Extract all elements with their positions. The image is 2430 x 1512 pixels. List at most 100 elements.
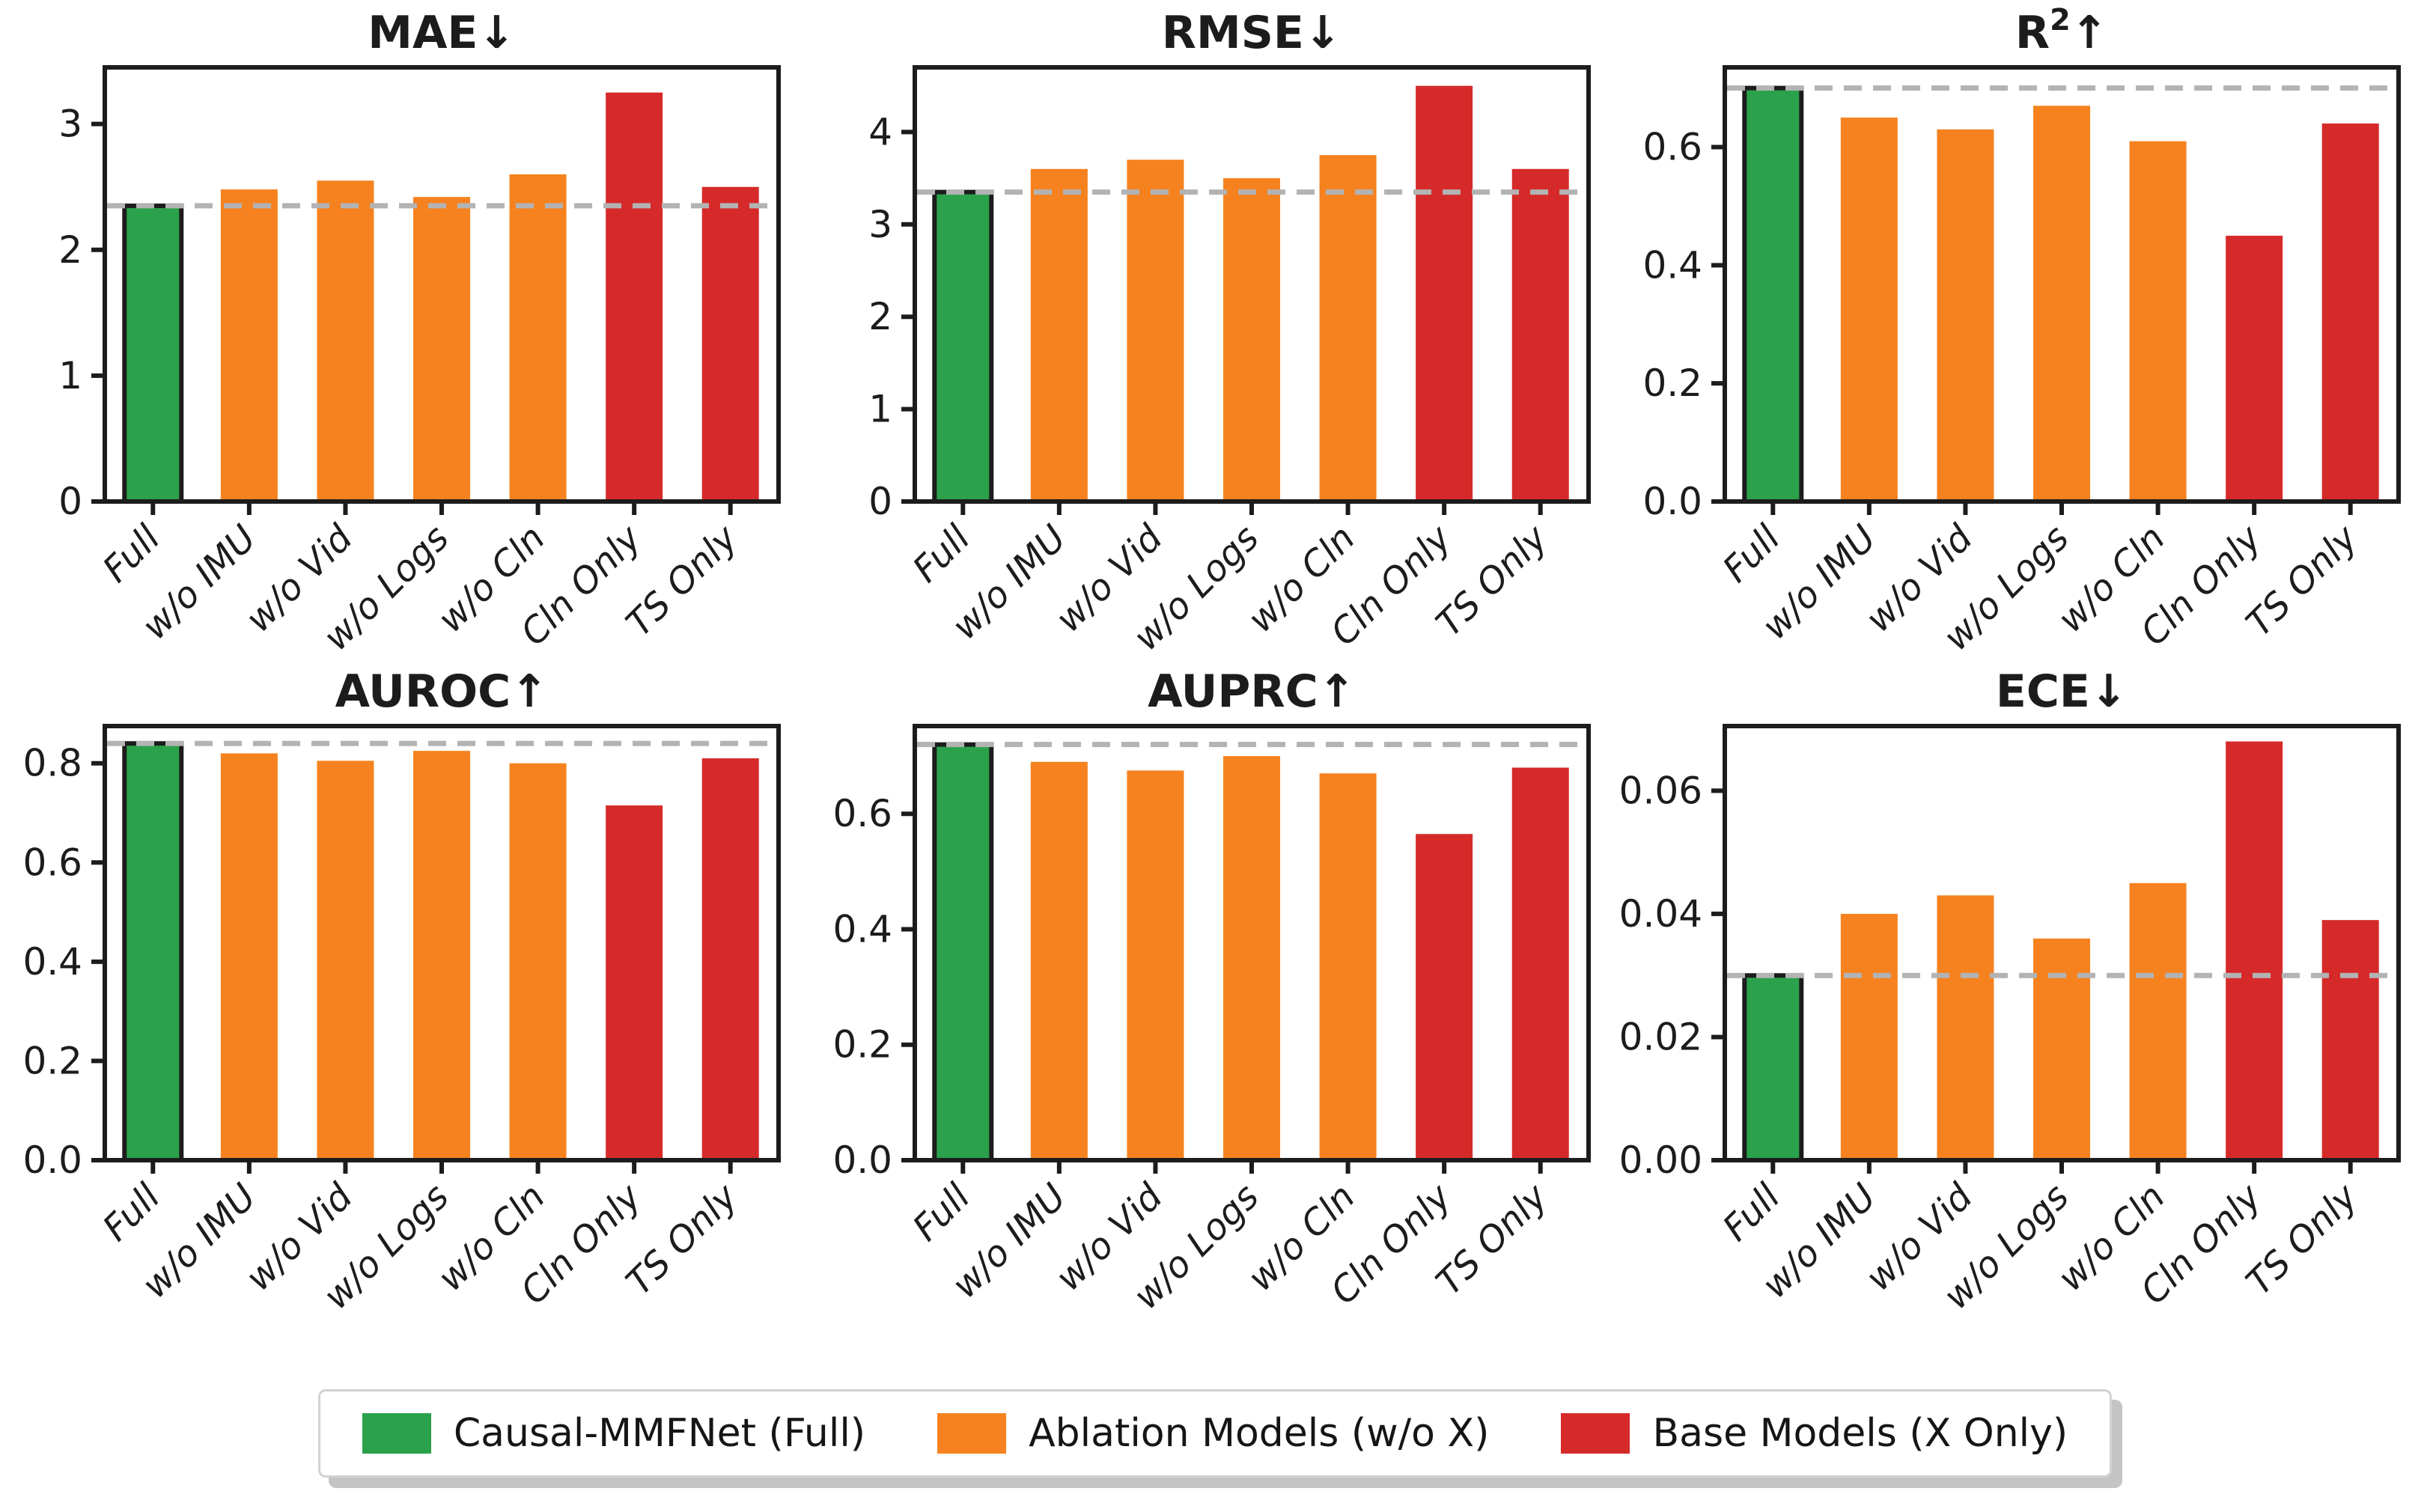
y-tick-label: 0.2	[1642, 362, 1702, 405]
legend-swatch-green	[362, 1413, 431, 1454]
bar-ts-only	[701, 186, 759, 502]
bar-w-o-logs	[1223, 756, 1280, 1160]
bar-cln-only	[606, 92, 663, 502]
bar-cln-only	[1416, 834, 1473, 1160]
bar-ts-only	[1511, 767, 1569, 1160]
bar-w-o-logs	[2033, 106, 2090, 502]
bar-w-o-cln	[2129, 141, 2187, 502]
bar-w-o-cln	[1319, 155, 1377, 502]
bar-w-o-cln	[509, 174, 567, 502]
bar-ts-only	[701, 758, 759, 1160]
bar-w-o-imu	[1030, 168, 1088, 502]
legend-label: Ablation Models (w/o X)	[1029, 1411, 1490, 1456]
bar-cln-only	[2226, 741, 2283, 1160]
x-tick-label: Full	[1715, 1175, 1789, 1249]
y-tick-label: 0.8	[22, 742, 82, 785]
bar-full	[1742, 973, 1804, 1163]
chart-mae: MAE↓ 0 1 2 3 Full w/o IMU w/o Vid w/o Logs w/o Cl…	[0, 0, 810, 659]
bar-cln-only	[2226, 235, 2283, 502]
bar-ts-only	[2321, 123, 2379, 502]
bar-w-o-vid	[317, 180, 374, 502]
bar-full	[122, 741, 184, 1162]
y-tick-label: 2	[868, 295, 892, 338]
y-tick-label: 0.00	[1620, 1138, 1702, 1182]
y-tick-label: 0	[58, 480, 82, 523]
x-tick-label: Full	[1715, 516, 1789, 591]
chart-title: R2↑	[2015, 3, 2108, 59]
bar-full	[932, 189, 994, 504]
y-tick-label: 0.06	[1620, 769, 1702, 812]
y-tick-label: 0.02	[1620, 1015, 1702, 1058]
y-tick-label: 2	[58, 228, 82, 272]
bar-w-o-cln	[509, 763, 567, 1160]
chart-title: ECE↓	[1996, 665, 2128, 718]
x-tick-label: Full	[95, 1175, 169, 1249]
y-tick-label: 1	[868, 388, 892, 431]
y-tick-label: 0	[868, 480, 892, 523]
y-tick-label: 0.2	[22, 1039, 82, 1082]
y-tick-label: 0.6	[1642, 126, 1702, 169]
y-tick-label: 0.4	[1642, 243, 1702, 287]
bar-w-o-imu	[1840, 913, 1898, 1160]
chart-auprc: AUPRC↑ 0.0 0.2 0.4 0.6 Full w/o IMU w/o Vid w/o …	[810, 659, 1620, 1317]
bar-w-o-imu	[220, 753, 278, 1160]
chart-r2: R2↑ 0.0 0.2 0.4 0.6 Full w/o IMU w/o Vid w/o Log…	[1620, 0, 2430, 659]
bar-w-o-imu	[1840, 118, 1898, 502]
bar-w-o-imu	[220, 189, 278, 502]
bar-w-o-logs	[413, 197, 470, 502]
y-tick-label: 0.4	[22, 940, 82, 984]
bar-ts-only	[2321, 920, 2379, 1160]
bar-ts-only	[1511, 168, 1569, 502]
y-tick-label: 1	[58, 354, 82, 397]
bar-w-o-vid	[1937, 895, 1994, 1160]
chart-auroc: AUROC↑ 0.0 0.2 0.4 0.6 0.8 Full w/o IMU w/o Vid w…	[0, 659, 810, 1317]
bar-w-o-vid	[1937, 129, 1994, 502]
bar-w-o-cln	[2129, 882, 2187, 1160]
legend-label: Base Models (X Only)	[1652, 1411, 2068, 1456]
bar-cln-only	[606, 805, 663, 1160]
legend-row: Causal-MMFNet (Full) Ablation Models (w/…	[0, 1389, 2430, 1478]
bar-full	[122, 203, 184, 504]
y-tick-label: 0.6	[832, 792, 892, 835]
x-tick-label: Full	[905, 516, 979, 591]
legend-item-ablation: Ablation Models (w/o X)	[937, 1411, 1489, 1456]
chart-rmse: RMSE↓ 0 1 2 3 4 Full w/o IMU w/o Vid w/o Logs w/o …	[810, 0, 1620, 659]
chart-title: AUPRC↑	[1148, 665, 1356, 718]
y-tick-label: 3	[58, 103, 82, 146]
bar-full	[932, 742, 994, 1163]
y-tick-label: 0.0	[22, 1138, 82, 1182]
legend-label: Causal-MMFNet (Full)	[453, 1411, 866, 1456]
y-tick-label: 3	[868, 203, 892, 246]
y-tick-label: 0.2	[832, 1023, 892, 1067]
bar-w-o-cln	[1319, 773, 1377, 1160]
chart-title: AUROC↑	[335, 665, 549, 718]
bar-w-o-vid	[317, 760, 374, 1160]
legend-item-base: Base Models (X Only)	[1561, 1411, 2068, 1456]
x-tick-label: Full	[95, 516, 169, 591]
bar-w-o-vid	[1127, 159, 1184, 502]
bar-cln-only	[1416, 85, 1473, 502]
legend: Causal-MMFNet (Full) Ablation Models (w/…	[317, 1389, 2113, 1478]
legend-item-full: Causal-MMFNet (Full)	[362, 1411, 865, 1456]
y-tick-label: 0.0	[832, 1138, 892, 1182]
chart-title: MAE↓	[368, 7, 515, 59]
y-tick-label: 0.04	[1620, 892, 1702, 936]
legend-swatch-red	[1561, 1413, 1630, 1454]
chart-ece: ECE↓ 0.00 0.02 0.04 0.06 Full w/o IMU w/o Vid w/…	[1619, 659, 2430, 1317]
bar-w-o-imu	[1030, 761, 1088, 1160]
legend-swatch-orange	[937, 1413, 1007, 1454]
chart-title: RMSE↓	[1162, 7, 1342, 59]
y-tick-label: 0.6	[22, 841, 82, 884]
bar-w-o-logs	[2033, 938, 2090, 1160]
y-tick-label: 4	[868, 110, 892, 153]
chart-grid: MAE↓ 0 1 2 3 Full w/o IMU w/o Vid w/o Logs w/o Cl…	[0, 0, 2430, 1317]
x-tick-label: Full	[905, 1175, 979, 1249]
y-tick-label: 0.4	[832, 907, 892, 951]
